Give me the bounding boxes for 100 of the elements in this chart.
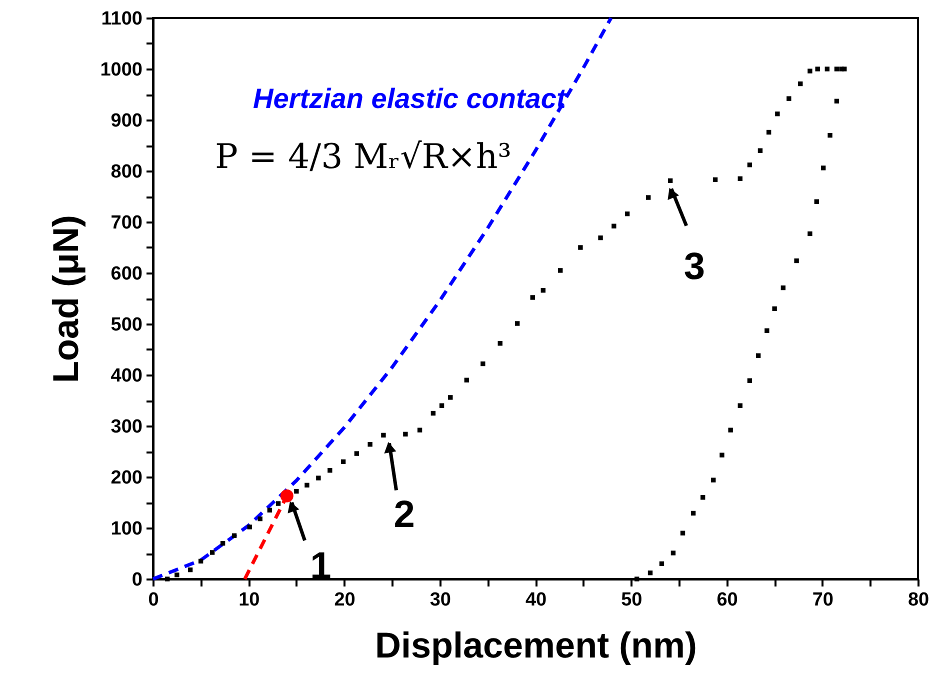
point <box>775 112 780 116</box>
point <box>808 68 812 74</box>
point <box>711 478 716 482</box>
point <box>659 561 664 566</box>
point <box>772 306 777 312</box>
annotation: 3 <box>684 246 705 288</box>
point <box>798 81 803 86</box>
point <box>417 428 422 432</box>
point <box>294 488 299 494</box>
x-tick-label: 80 <box>908 590 930 610</box>
x-axis-title: Displacement (nm) <box>374 624 698 666</box>
point <box>316 476 321 480</box>
point <box>247 524 252 530</box>
y-tick-label: 600 <box>110 264 142 284</box>
y-tick-label: 1000 <box>100 60 142 80</box>
point <box>354 451 360 456</box>
point <box>198 558 204 564</box>
point <box>815 66 820 72</box>
point <box>820 166 826 170</box>
point <box>758 148 763 153</box>
point <box>634 576 640 582</box>
point <box>624 211 630 216</box>
point <box>530 295 535 300</box>
point <box>368 442 372 447</box>
x-tick-label: 20 <box>334 590 356 610</box>
point <box>828 132 832 138</box>
x-tick-label: 50 <box>621 590 642 610</box>
y-tick-label: 900 <box>110 110 142 132</box>
point <box>720 452 724 458</box>
point <box>766 130 772 135</box>
point <box>690 510 696 516</box>
point <box>210 550 215 555</box>
point <box>328 468 332 473</box>
point <box>430 410 436 416</box>
point <box>232 533 237 538</box>
point <box>824 66 830 72</box>
x-tick-label: 40 <box>525 590 547 610</box>
y-tick-label: 300 <box>110 416 142 438</box>
point <box>165 576 170 582</box>
point <box>439 403 444 408</box>
point <box>381 432 386 438</box>
point <box>276 501 281 506</box>
x-tick-label: 0 <box>148 590 159 610</box>
point <box>598 235 603 240</box>
point <box>728 428 733 432</box>
point <box>747 162 752 168</box>
annotation: 2 <box>394 494 415 536</box>
point <box>403 432 408 437</box>
x-tick-label: 70 <box>812 590 834 610</box>
point <box>220 540 226 546</box>
point <box>280 489 294 502</box>
point <box>786 96 792 101</box>
point <box>267 508 272 512</box>
y-tick-label: 1100 <box>101 8 142 30</box>
point <box>738 403 742 408</box>
y-tick-label: 0 <box>132 570 142 590</box>
point <box>578 245 583 250</box>
point <box>188 567 193 572</box>
point <box>612 224 616 228</box>
y-tick-label: 400 <box>110 366 142 386</box>
y-tick-label: 700 <box>110 212 142 234</box>
y-tick-label: 200 <box>110 468 142 488</box>
point <box>558 268 563 273</box>
point <box>304 482 310 488</box>
point <box>670 550 676 556</box>
point <box>808 231 812 236</box>
point <box>780 285 786 290</box>
point <box>712 177 718 182</box>
point <box>540 288 546 293</box>
point <box>448 395 453 400</box>
point <box>700 495 706 500</box>
point <box>668 178 673 184</box>
point <box>648 570 653 576</box>
x-tick-label: 30 <box>430 590 451 610</box>
x-tick-label: 10 <box>238 590 260 610</box>
point <box>680 530 686 536</box>
point <box>834 98 840 104</box>
point <box>814 199 819 204</box>
y-tick-label: 500 <box>110 314 142 336</box>
x-tick-label: 60 <box>716 590 738 610</box>
point <box>834 66 840 72</box>
point <box>498 341 502 346</box>
point <box>464 378 469 382</box>
point <box>174 572 180 578</box>
point <box>258 516 262 522</box>
point <box>340 459 346 464</box>
annotation: Hertzian elastic contact <box>253 83 568 114</box>
point <box>794 258 799 264</box>
point <box>738 176 742 181</box>
point <box>756 353 761 358</box>
y-axis-title: Load (μN) <box>45 215 86 383</box>
point <box>764 328 770 333</box>
annotation: P = 4/3 Mᵣ√R×h³ <box>215 137 512 177</box>
y-tick-label: 800 <box>110 162 142 182</box>
point <box>514 321 520 326</box>
point <box>839 66 844 72</box>
annotation: 1 <box>310 545 332 588</box>
point <box>480 361 486 366</box>
y-tick-label: 100 <box>110 518 142 540</box>
point <box>646 195 651 200</box>
